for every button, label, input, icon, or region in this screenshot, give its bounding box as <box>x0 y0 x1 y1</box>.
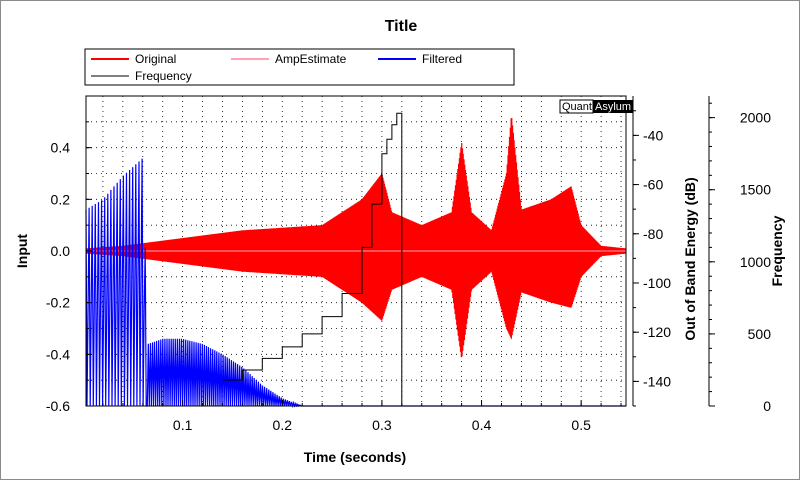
watermark-right-text: Asylum <box>595 101 631 113</box>
y-right2-tick-label: 0 <box>763 398 771 414</box>
series-original <box>85 117 627 358</box>
ticks: 0.1 0.2 0.3 0.4 0.5 0.4 0.2 0.0 -0.2 -0.4 -0.6 -40 -… <box>46 95 772 433</box>
watermark: Quant Asylum <box>559 99 633 114</box>
y-left-tick-label: 0.4 <box>51 140 71 156</box>
legend-label-filtered: Filtered <box>422 52 462 66</box>
series-frequency <box>222 112 403 406</box>
y-axis-left-label: Input <box>14 234 30 269</box>
y-left-tick-label: -0.6 <box>46 398 70 414</box>
y-left-tick-label: -0.2 <box>46 295 70 311</box>
y-left-tick-label: 0.2 <box>51 191 71 207</box>
y-right1-tick-label: -40 <box>643 127 663 143</box>
y-right2-tick-label: 2000 <box>740 110 771 126</box>
chart-title: Title <box>385 18 418 35</box>
watermark-right-box <box>593 100 633 113</box>
legend: Original Frequency AmpEstimate Filtered <box>84 48 515 86</box>
x-tick-label: 0.5 <box>571 417 591 433</box>
y-right2-tick-label: 1000 <box>740 254 771 270</box>
x-axis-label: Time (seconds) <box>304 449 406 465</box>
x-tick-label: 0.3 <box>372 417 392 433</box>
y-right1-tick-label: -120 <box>643 324 671 340</box>
y-right1-tick-label: -80 <box>643 226 663 242</box>
x-tick-label: 0.4 <box>472 417 492 433</box>
y-left-tick-label: -0.4 <box>46 346 70 362</box>
y-right1-tick-label: -60 <box>643 177 663 193</box>
x-tick-label: 0.1 <box>173 417 193 433</box>
y-axis-right1-label: Out of Band Energy (dB) <box>682 177 698 340</box>
y-axis-right2-label: Frequency <box>769 215 785 286</box>
y-left-tick-label: 0.0 <box>51 243 71 259</box>
legend-box <box>84 48 515 86</box>
legend-label-ampestimate: AmpEstimate <box>275 52 347 66</box>
x-tick-label: 0.2 <box>273 417 293 433</box>
y-right1-tick-label: -100 <box>643 275 671 291</box>
watermark-left-text: Quant <box>562 101 592 113</box>
legend-label-frequency: Frequency <box>135 69 192 83</box>
legend-label-original: Original <box>135 52 176 66</box>
y-right2-tick-label: 500 <box>748 326 772 342</box>
y-right2-tick-label: 1500 <box>740 182 771 198</box>
y-right1-tick-label: -140 <box>643 373 671 389</box>
